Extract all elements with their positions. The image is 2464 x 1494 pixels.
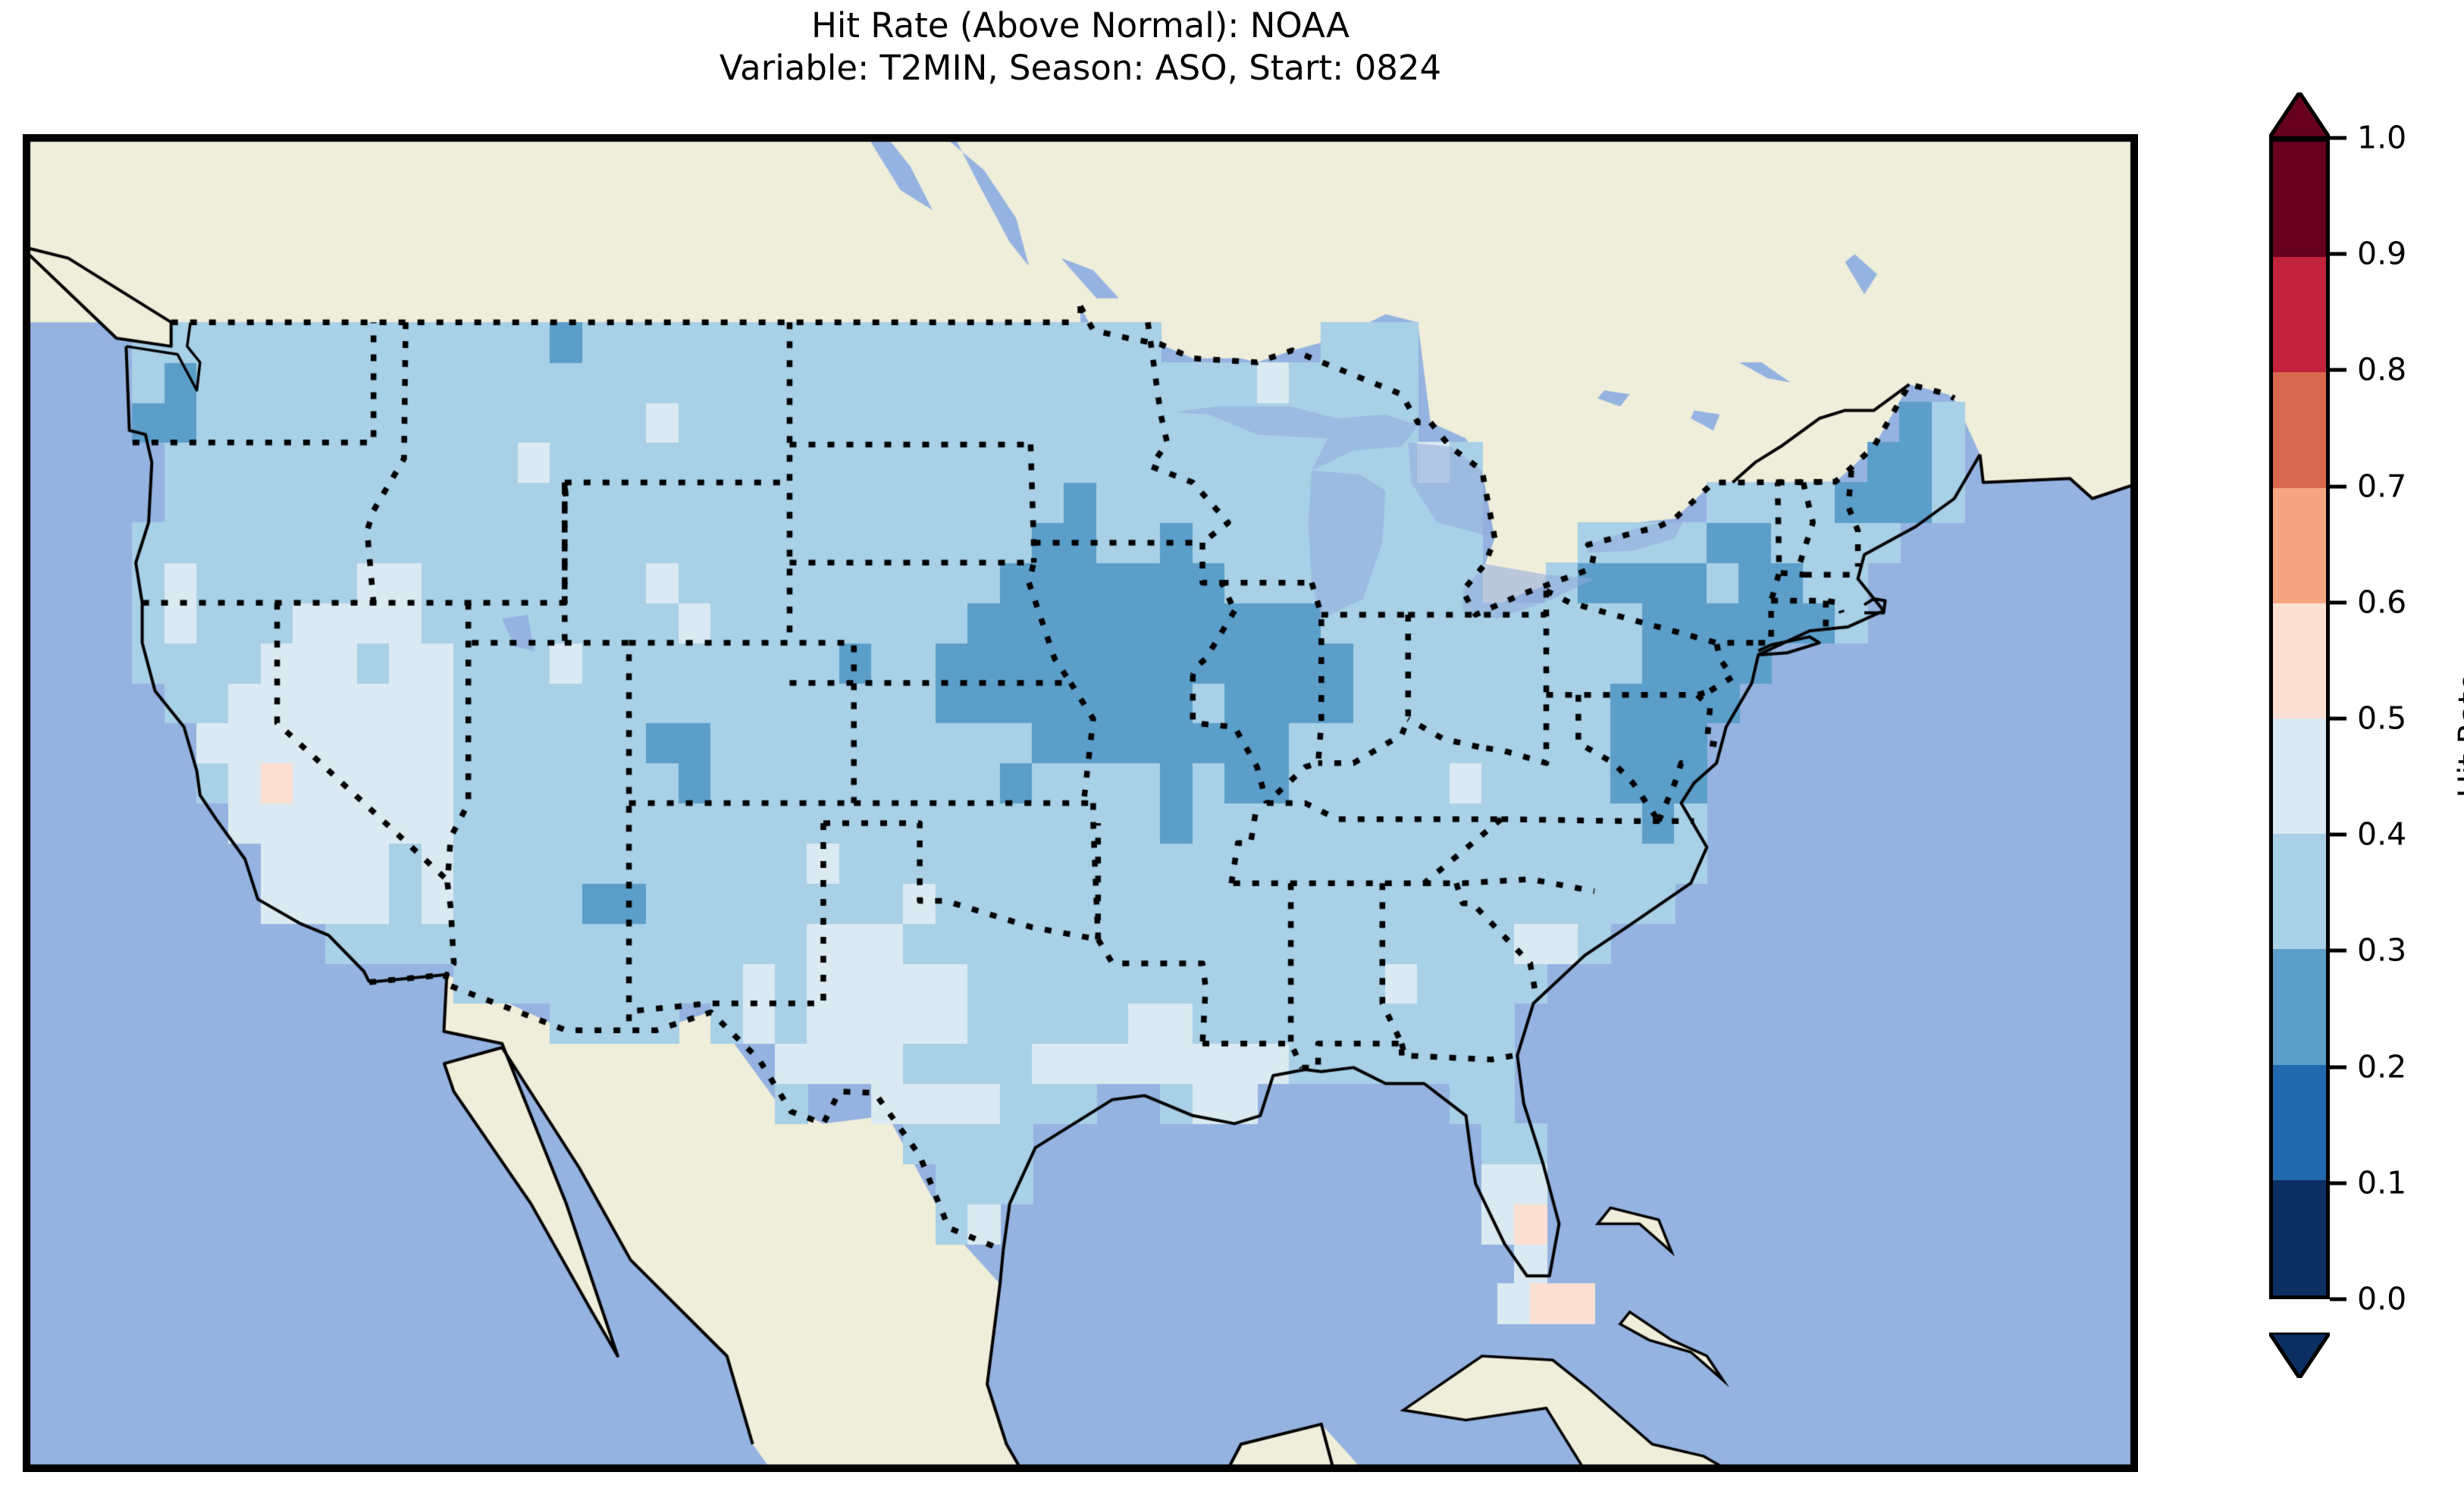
colorbar-tick-mark [2330,716,2346,721]
figure-title: Hit Rate (Above Normal): NOAA Variable: … [0,5,2161,89]
colorbar-tick: 0.7 [2330,471,2406,502]
colorbar-tick-label: 0.2 [2357,1048,2407,1085]
colorbar-band [2273,487,2326,603]
colorbar-band [2273,603,2326,719]
colorbar-tick-label: 0.1 [2357,1164,2407,1201]
colorbar-tick: 0.4 [2330,819,2406,850]
colorbar-ticks: 1.0 0.9 0.8 0.7 0.6 0.5 0.4 0.3 0.2 0.1 0.0 [2330,122,2451,1314]
colorbar-tick: 0.8 [2330,351,2407,388]
colorbar-tick-mark [2330,600,2346,605]
colorbar-tick: 1.0 [2330,119,2407,156]
colorbar-band [2273,142,2326,258]
colorbar-extend-up-arrow [2269,92,2330,138]
colorbar-band [2273,949,2326,1065]
colorbar-tick-label: 0.4 [2357,816,2407,853]
colorbar-tick-mark [2330,252,2346,256]
colorbar-tick: 0.3 [2330,935,2406,966]
colorbar-tick-mark [2330,832,2346,837]
colorbar-band [2273,257,2326,373]
colorbar-tick-mark [2330,484,2346,489]
colorbar-tick: 0.1 [2330,1167,2406,1198]
hit-rate-heatmap [27,138,2134,1468]
colorbar-band [2273,834,2326,950]
colorbar-tick-label: 0.8 [2357,351,2407,388]
colorbar-tick: 0.2 [2330,1051,2406,1082]
colorbar-tick: 0.9 [2330,235,2407,272]
colorbar-tick-label: 0.3 [2357,932,2407,969]
colorbar-tick-mark [2330,368,2346,372]
colorbar-tick-label: 0.9 [2357,235,2407,272]
map-axes [23,134,2138,1472]
colorbar-tick-mark [2330,1181,2346,1185]
title-line-1: Hit Rate (Above Normal): NOAA [811,5,1350,45]
colorbar-tick-label: 0.0 [2357,1280,2407,1317]
title-line-2: Variable: T2MIN, Season: ASO, Start: 082… [719,48,1442,88]
colorbar-axis-label: Hit Rate [2451,672,2464,798]
colorbar-tick-mark [2330,1297,2346,1301]
colorbar-band [2273,372,2326,488]
colorbar-tick: 0.5 [2330,703,2406,734]
colorbar-tick: 0.0 [2330,1280,2407,1317]
colorbar-tick-label: 0.6 [2357,584,2407,621]
colorbar-tick-label: 1.0 [2357,119,2407,156]
colorbar-tick: 0.6 [2330,587,2406,618]
colorbar-tick-label: 0.5 [2357,700,2407,737]
colorbar-tick-label: 0.7 [2357,468,2407,505]
colorbar-tick-mark [2330,1065,2346,1070]
colorbar-tick-mark [2330,948,2346,953]
colorbar-band [2273,718,2326,835]
colorbar-band [2273,1179,2326,1295]
colorbar: 1.0 0.9 0.8 0.7 0.6 0.5 0.4 0.3 0.2 0.1 0.0 Hit Ra… [2269,92,2464,1378]
colorbar-extend-down-arrow [2269,1333,2330,1378]
colorbar-bands [2269,138,2330,1299]
colorbar-tick-mark [2330,136,2346,140]
colorbar-band [2273,1064,2326,1180]
